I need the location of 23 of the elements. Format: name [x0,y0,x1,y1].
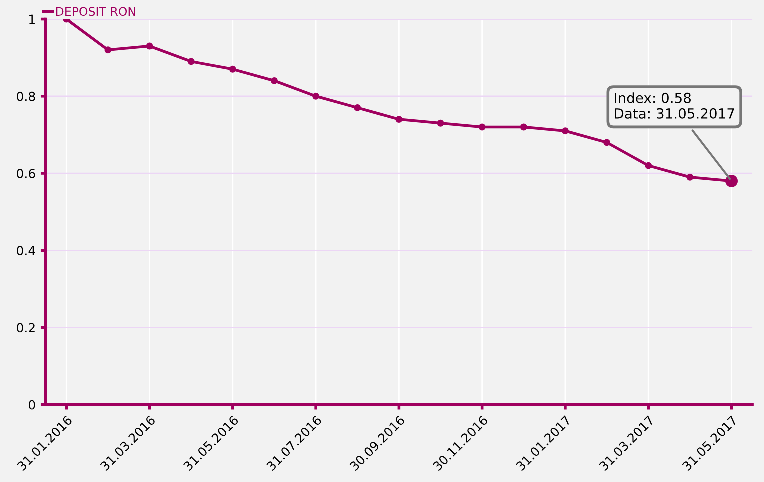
point [104,46,112,54]
point [478,124,486,131]
y-tick-label: 0.2 [17,323,35,333]
point [396,116,403,124]
point [188,58,195,66]
y-tick-label: 1 [30,14,35,24]
point [604,139,611,146]
point [354,104,362,112]
point [271,78,278,84]
point [520,124,528,131]
point [562,128,569,135]
point [437,120,444,127]
point [229,66,236,73]
point [146,42,154,50]
y-tick-label: 0.8 [17,92,36,102]
y-tick-label: 0.6 [17,168,36,178]
series-label: DEPOSIT RON [56,7,136,16]
annotation: Index: 0.58 Data: 31.05.2017 [615,92,734,119]
point [686,174,694,181]
point [645,162,652,170]
y-tick-label: 0 [28,400,36,410]
y-tick-label: 0.4 [17,246,36,256]
point [312,92,320,100]
